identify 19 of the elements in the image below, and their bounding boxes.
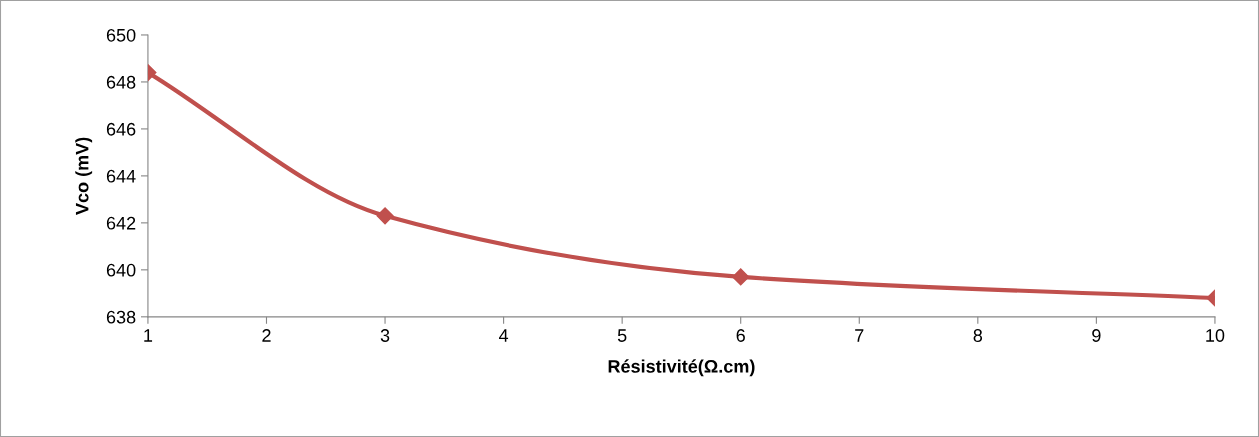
y-tick-label: 648 (106, 75, 136, 89)
y-axis-title: Vco (mV) (75, 137, 93, 215)
x-tick-label: 9 (1092, 329, 1101, 342)
x-axis-title: Résistivité(Ω.cm) (608, 359, 755, 377)
y-tick-label: 650 (106, 28, 136, 42)
x-tick-label: 2 (262, 329, 271, 342)
x-tick-label: 6 (736, 329, 745, 342)
x-tick-label: 7 (855, 329, 864, 342)
y-tick-label: 642 (106, 216, 136, 230)
x-tick-label: 3 (380, 329, 390, 342)
x-tick-label: 8 (973, 329, 983, 342)
x-tick-label: 1 (144, 329, 153, 342)
y-tick-label: 644 (106, 169, 136, 183)
y-tick-label: 638 (106, 310, 136, 324)
y-tick-label: 640 (106, 263, 136, 277)
y-tick-label: 646 (106, 122, 136, 136)
x-tick-label: 10 (1206, 329, 1225, 342)
x-tick-label: 5 (617, 329, 627, 342)
x-tick-label: 4 (498, 329, 509, 342)
